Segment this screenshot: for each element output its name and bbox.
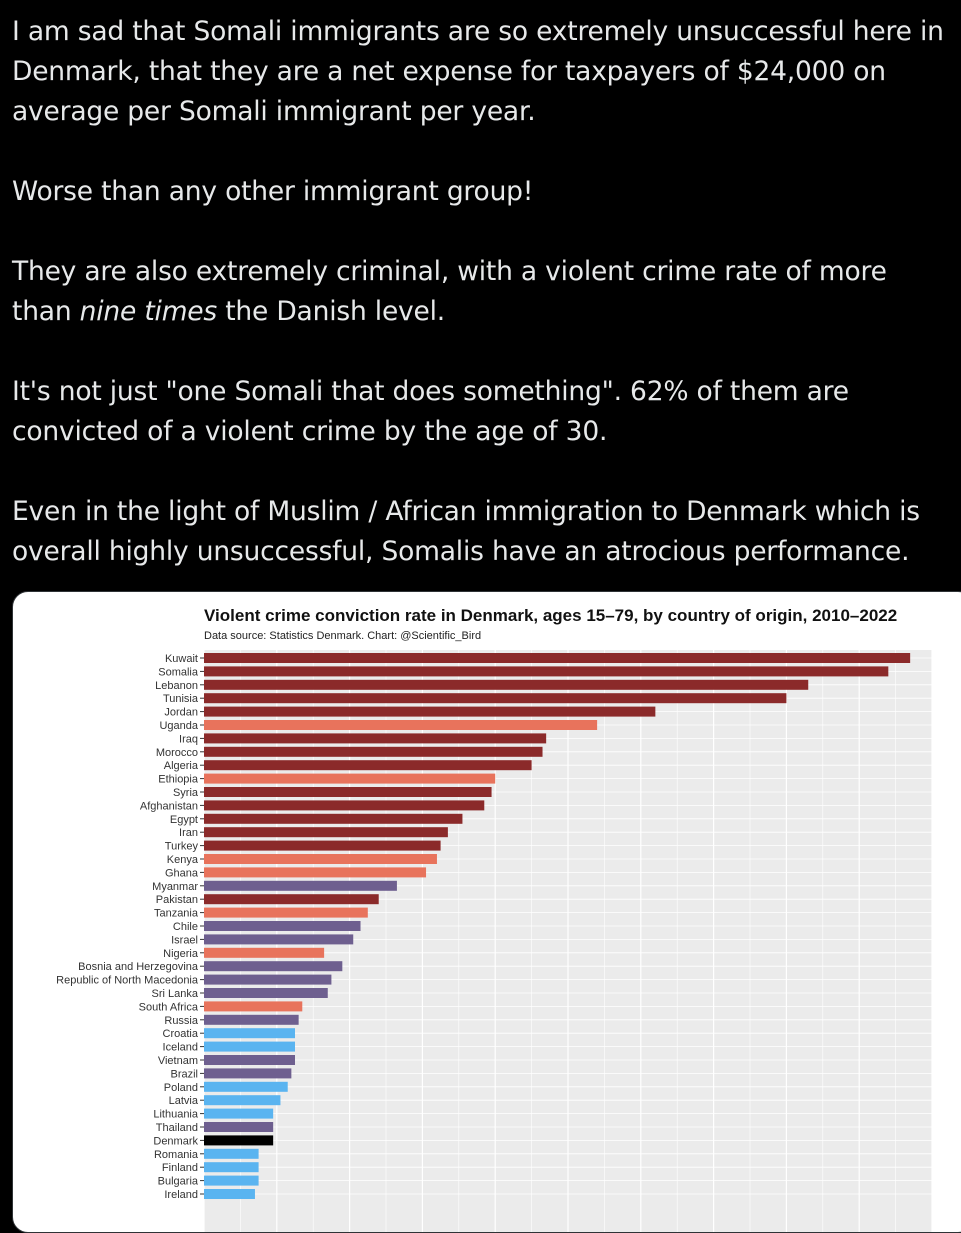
y-tick-label: Denmark — [153, 1135, 198, 1147]
y-tick-label: Ghana — [165, 867, 199, 879]
bar-romania — [204, 1148, 259, 1159]
bar-russia — [204, 1014, 299, 1025]
bar-iran — [204, 827, 448, 838]
y-tick-label: Kuwait — [165, 653, 198, 665]
tweet-paragraph-2: Worse than any other immigrant group! — [12, 176, 534, 207]
chart-title: Violent crime conviction rate in Denmark… — [204, 606, 898, 625]
bar-nigeria — [204, 947, 325, 958]
y-tick-label: Sri Lanka — [152, 988, 199, 1000]
y-tick-label: Brazil — [170, 1068, 198, 1080]
y-tick-label: Chile — [173, 921, 198, 933]
bar-chile — [204, 921, 361, 931]
bar-chart: KuwaitSomaliaLebanonTunisiaJordanUgandaI… — [56, 650, 933, 1232]
bar-iceland — [204, 1041, 295, 1052]
bar-algeria — [204, 760, 532, 771]
y-tick-label: Latvia — [169, 1095, 199, 1107]
bar-egypt — [204, 813, 463, 824]
bar-pakistan — [204, 894, 379, 905]
y-tick-label: South Africa — [139, 1001, 199, 1013]
y-tick-label: Croatia — [163, 1028, 199, 1040]
y-tick-label: Somalia — [158, 666, 199, 678]
tweet-media-image[interactable]: Violent crime conviction rate in Denmark… — [12, 591, 961, 1233]
bar-israel — [204, 934, 354, 945]
y-tick-label: Ethiopia — [158, 774, 199, 786]
bar-kenya — [204, 854, 437, 864]
bar-denmark — [204, 1135, 274, 1146]
tweet-emphasis: nine times — [79, 296, 218, 327]
bar-myanmar — [204, 880, 397, 891]
bar-kuwait — [204, 653, 911, 663]
y-tick-label: Israel — [171, 934, 198, 946]
bar-somalia — [204, 666, 889, 677]
y-tick-label: Tanzania — [154, 908, 199, 920]
y-tick-label: Vietnam — [158, 1055, 198, 1067]
bar-poland — [204, 1081, 288, 1092]
y-tick-label: Tunisia — [163, 693, 199, 705]
y-tick-label: Egypt — [170, 814, 198, 826]
bar-syria — [204, 787, 492, 797]
bar-finland — [204, 1162, 259, 1173]
bar-latvia — [204, 1095, 281, 1106]
bar-ethiopia — [204, 773, 496, 784]
bar-croatia — [204, 1028, 295, 1039]
y-tick-label: Afghanistan — [140, 800, 198, 812]
bar-afghanistan — [204, 800, 485, 811]
bar-jordan — [204, 706, 656, 717]
y-tick-label: Jordan — [164, 707, 198, 719]
bar-tunisia — [204, 693, 787, 704]
bar-lithuania — [204, 1108, 274, 1119]
y-tick-label: Myanmar — [152, 881, 198, 893]
y-tick-label: Algeria — [164, 760, 199, 772]
y-tick-label: Kenya — [167, 854, 199, 866]
y-tick-label: Nigeria — [163, 948, 199, 960]
y-tick-label: Iceland — [163, 1042, 198, 1054]
tweet-paragraph-4: It's not just "one Somali that does some… — [12, 376, 849, 447]
bar-lebanon — [204, 679, 809, 690]
tweet-paragraph-5: Even in the light of Muslim / African im… — [12, 496, 920, 567]
y-tick-label: Romania — [154, 1149, 199, 1161]
y-tick-label: Russia — [164, 1015, 199, 1027]
bar-south-africa — [204, 1001, 303, 1012]
tweet-paragraph-3-start: They are also extremely criminal, with a… — [12, 256, 887, 327]
y-tick-label: Iraq — [179, 733, 198, 745]
bar-iraq — [204, 733, 547, 744]
bar-vietnam — [204, 1055, 295, 1065]
bar-morocco — [204, 746, 543, 757]
bar-uganda — [204, 720, 598, 730]
y-tick-label: Ireland — [164, 1189, 198, 1201]
y-tick-label: Thailand — [156, 1122, 198, 1134]
bar-thailand — [204, 1122, 274, 1132]
bar-republic-of-north-macedonia — [204, 974, 332, 985]
y-tick-label: Bosnia and Herzegovina — [78, 961, 199, 973]
chart-subtitle: Data source: Statistics Denmark. Chart: … — [204, 630, 482, 642]
bar-sri-lanka — [204, 988, 328, 998]
y-tick-label: Pakistan — [156, 894, 198, 906]
y-tick-label: Bulgaria — [158, 1176, 199, 1188]
bar-turkey — [204, 840, 441, 851]
tweet-text: I am sad that Somali immigrants are so e… — [12, 12, 952, 572]
y-tick-label: Uganda — [159, 720, 198, 732]
y-tick-label: Poland — [164, 1082, 198, 1094]
bar-brazil — [204, 1068, 292, 1079]
y-tick-label: Iran — [179, 827, 198, 839]
y-tick-label: Lithuania — [153, 1109, 199, 1121]
tweet-paragraph-3-end: the Danish level. — [217, 296, 446, 327]
y-tick-label: Republic of North Macedonia — [56, 975, 199, 987]
bar-tanzania — [204, 907, 368, 918]
y-tick-label: Turkey — [165, 841, 199, 853]
tweet-paragraph-1: I am sad that Somali immigrants are so e… — [12, 16, 944, 127]
y-tick-label: Lebanon — [155, 680, 198, 692]
bar-ireland — [204, 1189, 255, 1199]
y-tick-label: Morocco — [156, 747, 198, 759]
tweet-paragraph-3: They are also extremely criminal, with a… — [12, 252, 952, 332]
bar-bulgaria — [204, 1175, 259, 1186]
y-tick-label: Finland — [162, 1162, 198, 1174]
bar-ghana — [204, 867, 427, 878]
y-tick-label: Syria — [173, 787, 199, 799]
bar-bosnia-and-herzegovina — [204, 961, 343, 972]
